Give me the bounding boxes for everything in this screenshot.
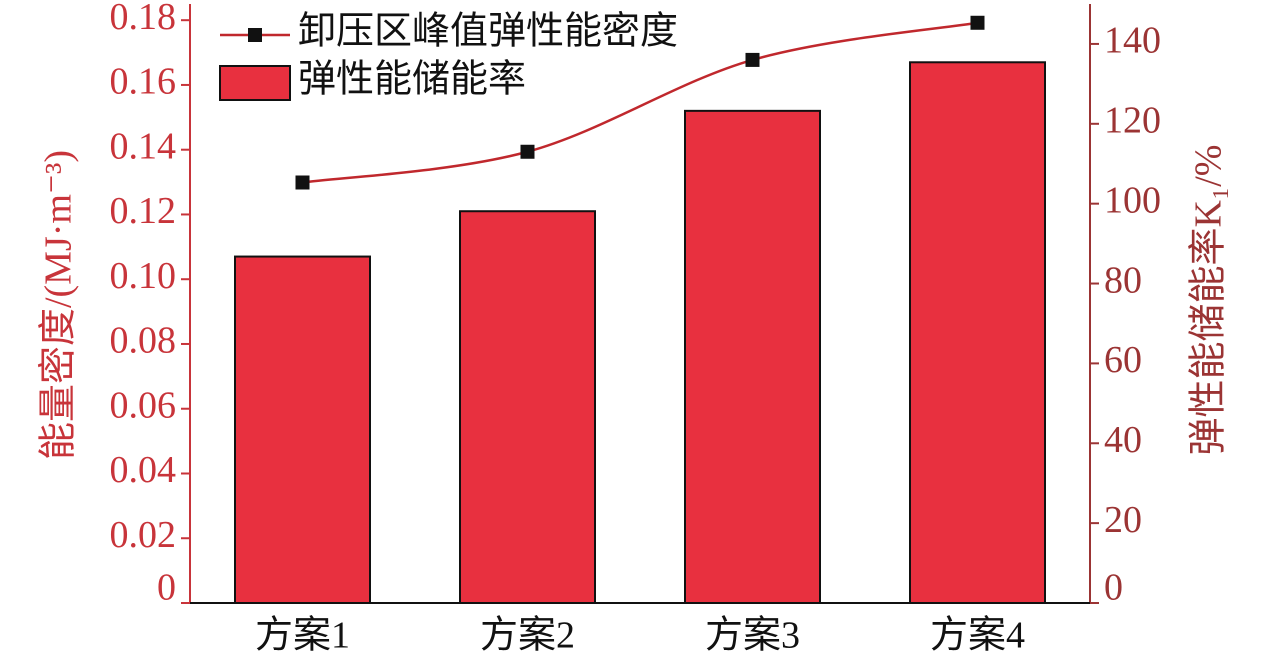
legend-marker: [248, 28, 262, 42]
y-tick-label: 0.04: [110, 449, 177, 491]
line: [302, 21, 978, 184]
y2-tick-label: 140: [1104, 20, 1161, 62]
y2-tick-label: 0: [1104, 567, 1123, 609]
y2-tick-label: 100: [1104, 179, 1161, 221]
x-tick-label: 方案4: [930, 615, 1025, 657]
y2-tick-label: 80: [1104, 259, 1142, 301]
y-tick-label: 0.08: [110, 320, 177, 362]
line-marker: [970, 15, 985, 30]
y2-tick-label: 40: [1104, 419, 1142, 461]
y2-tick-label: 120: [1104, 100, 1161, 142]
y-tick-label: 0.10: [110, 255, 177, 297]
y-tick-label: 0.06: [110, 384, 177, 426]
legend-label: 弹性能储能率: [298, 59, 526, 101]
x-tick-label: 方案1: [255, 615, 350, 657]
y2-tick-label: 20: [1104, 499, 1142, 541]
y2-axis-label: 弹性能储能率K₁/%: [1188, 145, 1230, 456]
bar: [459, 210, 596, 604]
y-tick-label: 0.14: [110, 125, 177, 167]
y-tick-label: 0: [157, 567, 176, 609]
line-marker: [295, 175, 310, 190]
legend-label: 卸压区峰值弹性能密度: [298, 11, 678, 53]
y-tick-label: 0.12: [110, 190, 177, 232]
bar: [909, 61, 1046, 605]
line-marker: [520, 144, 535, 159]
line-marker: [745, 52, 760, 67]
legend-swatch: [219, 65, 291, 101]
x-tick-label: 方案3: [705, 615, 800, 657]
y-tick-label: 0.02: [110, 514, 177, 556]
bar: [234, 255, 371, 604]
y-tick-label: 0.18: [110, 0, 177, 38]
y-tick-label: 0.16: [110, 61, 177, 103]
x-tick-label: 方案2: [480, 615, 575, 657]
bar: [684, 109, 821, 604]
y-axis-label: 能量密度/(MJ·m⁻³): [38, 150, 80, 460]
y2-tick-label: 60: [1104, 339, 1142, 381]
